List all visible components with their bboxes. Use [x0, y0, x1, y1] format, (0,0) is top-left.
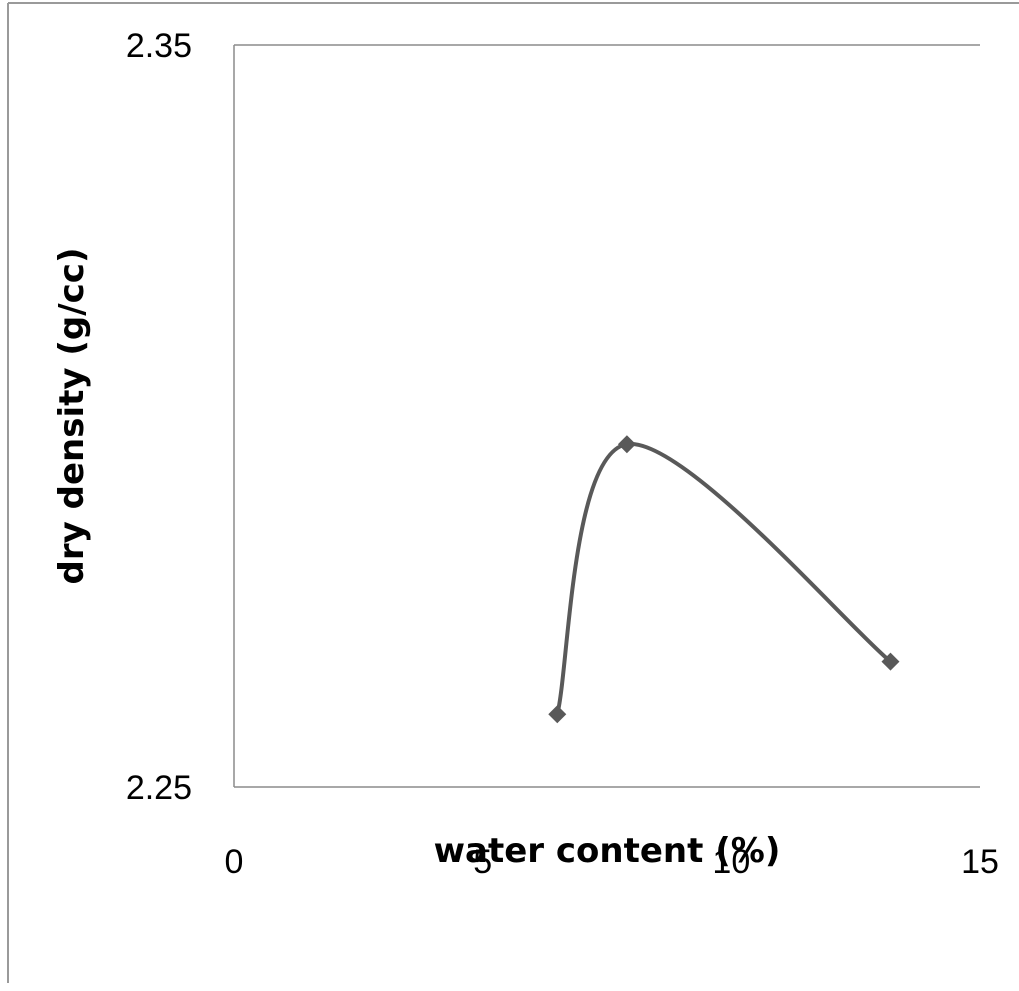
- x-tick-label: 0: [225, 843, 244, 881]
- data-point-marker: [881, 652, 900, 671]
- data-point-marker: [617, 435, 636, 454]
- x-tick-label: 5: [473, 843, 492, 881]
- y-axis-title: dry density (g/cc): [52, 248, 92, 585]
- x-tick-label: 15: [961, 843, 999, 881]
- series-line: [555, 442, 893, 717]
- y-tick-label: 2.35: [126, 27, 192, 65]
- x-tick-labels: 0 5 10 15: [225, 843, 999, 881]
- y-tick-labels: 2.25 2.35: [126, 27, 192, 807]
- x-axis-title: water content (%): [434, 831, 781, 871]
- series-layer: [548, 435, 900, 724]
- y-tick-label: 2.25: [126, 769, 192, 807]
- data-point-marker: [548, 705, 567, 724]
- x-tick-label: 10: [712, 843, 750, 881]
